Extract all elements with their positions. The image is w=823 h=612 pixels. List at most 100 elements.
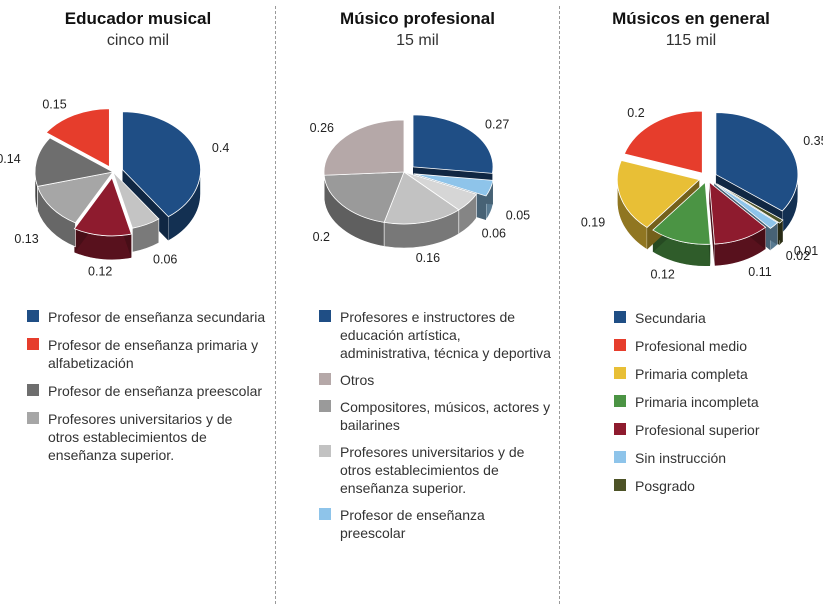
pie-slice-top [45,108,110,168]
legend-label: Secundaria [635,310,706,326]
legend-swatch [614,311,626,323]
pie-slice-top [623,110,703,174]
legend-swatch [614,367,626,379]
pie-value-label: 0.02 [786,249,810,263]
legend-musico-profesional: Profesores e instructores de educación a… [319,308,554,551]
legend-swatch [614,395,626,407]
pie-slice-top [323,119,405,176]
legend-label: Profesional superior [635,422,760,438]
pie-slice-top [708,181,767,245]
panel-divider-right [559,6,560,604]
legend-item: Profesores e instructores de educación a… [319,308,554,362]
legend-label: Otros [340,372,375,388]
pie-value-label: 0.2 [313,230,330,244]
pie-value-label: 0.15 [42,97,66,111]
legend-swatch [614,451,626,463]
legend-label: Profesor de enseñanza secundaria [48,309,266,325]
legend-item: Profesores universitarios y de otros est… [319,443,554,497]
pie-value-label: 0.14 [0,152,21,166]
legend-item: Profesional medio [614,337,819,355]
legend-item: Posgrado [614,477,819,495]
pie-value-label: 0.16 [416,251,440,265]
pie-slice-top [413,173,494,197]
legend-label: Profesor de enseñanza preescolar [340,507,485,541]
pie-value-label: 0.06 [153,252,177,266]
legend-swatch [27,412,39,424]
pie-value-label: 0.12 [651,268,675,282]
legend-item: Profesor de enseñanza secundaria [27,308,267,326]
legend-label: Primaria completa [635,366,748,382]
legend-item: Sin instrucción [614,449,819,467]
legend-item: Profesor de enseñanza primaria y alfabet… [27,336,267,372]
pie-value-label: 0.06 [482,227,506,241]
legend-swatch [614,423,626,435]
pie-value-label: 0.05 [506,209,530,223]
legend-swatch [319,400,331,412]
pie-slice-top [716,183,784,224]
legend-swatch [614,339,626,351]
legend-swatch [27,384,39,396]
chart-subtitle: 115 mil [665,32,717,49]
pie-value-label: 0.4 [212,141,229,155]
legend-item: Profesores universitarios y de otros est… [27,410,267,464]
legend-label: Profesores universitarios y de otros est… [340,444,525,496]
chart-title: Músico profesional [340,9,495,28]
pie-slice-top [714,182,779,229]
pie-chart-musicos-en-general: 0.35 0.010.02 0.11 0.12 0.19 0.2 [581,106,823,282]
chart-panel-musicos-en-general: Músicos en general 115 mil 0.350.010.020… [559,0,823,612]
pie-slice-top [616,160,701,228]
chart-title: Músicos en general [612,9,770,28]
chart-panel-musico-profesional: Músico profesional 15 mil 0.27 0.05 0.06 0.… [276,0,559,612]
legend-label: Profesional medio [635,338,748,354]
pie-value-label: 0.01 [794,244,818,258]
legend-label: Primaria incompleta [635,394,759,410]
chart-panel-educador-musical: Educador musical cinco mil 0.4 0.06 0.12 0.… [0,0,276,612]
pie-slice-top [34,137,115,187]
pie-value-label: 0.35 [803,134,823,148]
pie-slice-top [36,171,114,224]
legend-swatch [319,508,331,520]
legend-musicos-en-general: Secundaria Profesional medio Primaria comp… [614,309,819,505]
chart-subtitle: cinco mil [106,32,170,49]
legend-item: Profesor de enseñanza preescolar [27,382,267,400]
legend-item: Secundaria [614,309,819,327]
pie-value-label: 0.26 [310,121,334,135]
legend-label: Sin instrucción [635,450,727,466]
legend-educador-musical: Profesor de enseñanza secundaria Profesor… [27,308,267,474]
pie-slice-top [323,171,405,223]
pie-chart-educador-musical: 0.4 0.06 0.12 0.13 0.14 0.15 [0,97,229,278]
legend-label: Profesores e instructores de educación a… [340,309,551,361]
legend-item: Profesional superior [614,421,819,439]
legend-swatch [614,479,626,491]
legend-label: Compositores, músicos, actores y bailari… [340,399,551,433]
legend-swatch [319,310,331,322]
legend-label: Posgrado [635,478,695,494]
pie-value-label: 0.2 [627,106,644,120]
legend-swatch [319,445,331,457]
panel-divider-left [275,6,276,604]
pie-slice-top [73,177,132,237]
legend-item: Otros [319,371,554,389]
legend-item: Profesor de enseñanza preescolar [319,506,554,542]
chart-title: Educador musical [64,9,212,28]
pie-slice-top [112,171,160,229]
pie-slice-top [122,111,201,218]
pie-value-label: 0.27 [485,118,509,132]
legend-swatch [27,310,39,322]
legend-swatch [319,373,331,385]
pie-value-label: 0.13 [14,232,38,246]
chart-subtitle: 15 mil [396,32,439,49]
legend-swatch [27,338,39,350]
pie-slice-top [715,112,799,212]
legend-item: Primaria completa [614,365,819,383]
pie-value-label: 0.19 [581,215,605,229]
legend-item: Primaria incompleta [614,393,819,411]
pie-value-label: 0.11 [748,265,771,279]
pie-slice-top [412,114,494,174]
pie-value-label: 0.12 [88,264,112,278]
legend-item: Compositores, músicos, actores y bailari… [319,398,554,434]
legend-label: Profesores universitarios y de otros est… [48,411,233,463]
pie-slice-top [652,181,711,245]
legend-label: Profesor de enseñanza preescolar [48,383,263,399]
legend-label: Profesor de enseñanza primaria y alfabet… [48,337,259,371]
